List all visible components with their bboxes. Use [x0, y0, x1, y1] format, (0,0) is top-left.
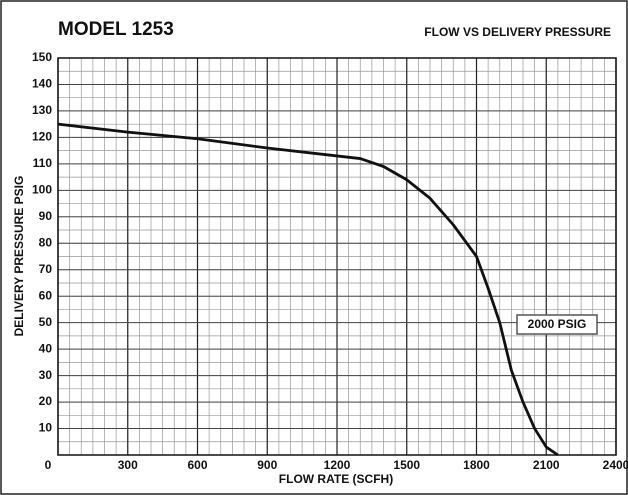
chart-subtitle: FLOW VS DELIVERY PRESSURE [424, 25, 611, 39]
y-tick-label: 70 [39, 262, 53, 276]
x-tick-label: 600 [187, 458, 207, 472]
series-label: 2000 PSIG [528, 317, 587, 331]
x-tick-label: 1800 [463, 458, 490, 472]
y-tick-label: 110 [33, 156, 53, 170]
x-tick-label: 300 [118, 458, 138, 472]
y-tick-label: 20 [39, 394, 53, 408]
series-label-box [516, 314, 598, 335]
curve [57, 122, 559, 457]
chart-title: MODEL 1253 [58, 19, 174, 40]
x-tick-label: 900 [257, 458, 277, 472]
y-tick-label: 30 [39, 368, 53, 382]
x-tick-label: 1500 [393, 458, 420, 472]
x-tick-label: 2400 [603, 458, 628, 472]
y-tick-label: 60 [39, 288, 53, 302]
y-tick-label: 140 [32, 77, 52, 91]
y-tick-label: 80 [39, 235, 53, 249]
y-tick-label: 130 [32, 103, 52, 117]
y-tick-label: 120 [32, 130, 52, 144]
y-tick-label: 90 [39, 209, 53, 223]
x-axis-label: FLOW RATE (SCFH) [279, 472, 393, 486]
y-tick-label: 40 [39, 341, 53, 355]
plot-border [57, 57, 617, 456]
y-axis-label: DELIVERY PRESSURE PSIG [12, 176, 26, 337]
y-tick-label: 50 [39, 315, 53, 329]
y-tick-label: 150 [32, 50, 52, 64]
x-tick-label: 2100 [533, 458, 560, 472]
y-tick-label: 100 [32, 183, 52, 197]
x-tick-label: 1200 [324, 458, 351, 472]
x-tick-label: 0 [45, 458, 52, 472]
y-tick-label: 10 [39, 421, 53, 435]
